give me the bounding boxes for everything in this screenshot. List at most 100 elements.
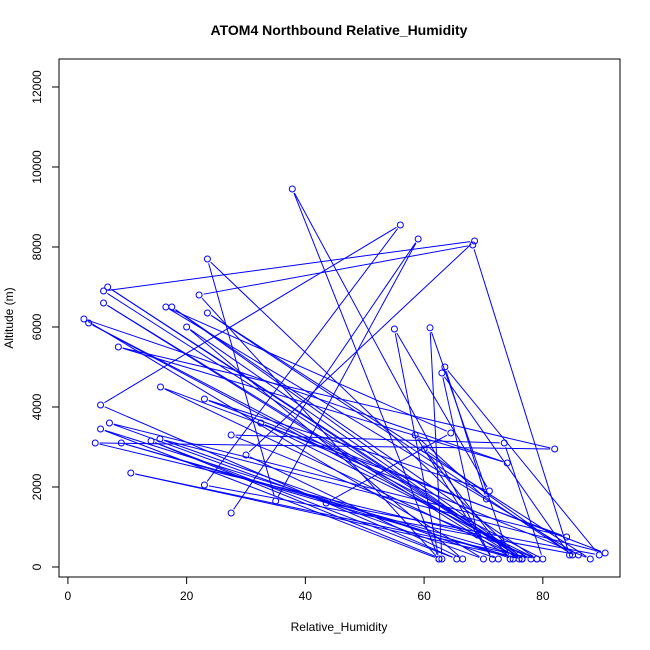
series-segment bbox=[277, 242, 417, 498]
data-point bbox=[203, 309, 211, 317]
series-segment bbox=[293, 192, 438, 556]
data-point bbox=[390, 325, 398, 333]
series-segment bbox=[104, 430, 435, 558]
data-point bbox=[459, 555, 467, 563]
data-point bbox=[533, 555, 541, 563]
data-point bbox=[509, 555, 517, 563]
series-segment bbox=[505, 447, 542, 555]
series-segment bbox=[249, 456, 459, 558]
series-segment bbox=[92, 324, 528, 558]
data-point bbox=[426, 324, 434, 332]
data-point bbox=[114, 343, 122, 351]
x-axis: 0 20 40 60 80 bbox=[65, 576, 550, 603]
data-point bbox=[551, 445, 559, 453]
data-point bbox=[104, 283, 112, 291]
data-point bbox=[227, 431, 235, 439]
data-point bbox=[453, 555, 461, 563]
series-segment bbox=[429, 332, 443, 555]
series-segment bbox=[154, 442, 438, 558]
data-point bbox=[117, 439, 125, 447]
y-tick-label: 4000 bbox=[30, 393, 44, 420]
data-point bbox=[471, 237, 479, 245]
data-point bbox=[494, 555, 502, 563]
series-segment bbox=[163, 440, 495, 558]
series-segment bbox=[394, 333, 439, 555]
data-series bbox=[80, 185, 609, 563]
series-segment bbox=[175, 309, 516, 553]
data-point bbox=[195, 291, 203, 299]
series-segment bbox=[210, 261, 520, 557]
y-axis: 0 2000 4000 6000 8000 10000 12000 bbox=[30, 70, 60, 570]
x-axis-label: Relative_Humidity bbox=[291, 620, 388, 634]
data-point bbox=[438, 555, 446, 563]
series-segment bbox=[418, 437, 484, 497]
series-segment bbox=[190, 329, 519, 557]
series-segment bbox=[92, 324, 540, 558]
data-point bbox=[479, 555, 487, 563]
data-point bbox=[527, 555, 535, 563]
data-point bbox=[100, 299, 108, 307]
series-segment bbox=[442, 377, 478, 531]
x-tick-label: 20 bbox=[180, 589, 194, 603]
series-segment bbox=[208, 400, 602, 552]
data-point bbox=[441, 363, 449, 371]
series-segment bbox=[208, 399, 486, 491]
series-segment bbox=[233, 242, 417, 510]
data-point bbox=[485, 487, 493, 495]
series-segment bbox=[125, 443, 527, 559]
data-point bbox=[474, 531, 482, 539]
y-tick-label: 2000 bbox=[30, 473, 44, 500]
data-point bbox=[203, 255, 211, 263]
series-segment bbox=[107, 241, 471, 291]
series-segment bbox=[210, 315, 587, 557]
series-segment bbox=[447, 370, 597, 552]
series-layer bbox=[80, 185, 609, 563]
series-segment bbox=[264, 424, 534, 558]
series-segment bbox=[473, 249, 569, 551]
data-point bbox=[147, 437, 155, 445]
data-point bbox=[272, 497, 280, 505]
series-segment bbox=[104, 226, 397, 404]
series-segment bbox=[164, 439, 601, 553]
series-segment bbox=[206, 228, 399, 482]
series-segment bbox=[248, 243, 472, 453]
y-tick-label: 0 bbox=[30, 563, 44, 570]
data-point bbox=[127, 469, 135, 477]
data-point bbox=[242, 451, 250, 459]
series-segment bbox=[396, 332, 488, 488]
data-point bbox=[162, 303, 170, 311]
series-segment bbox=[104, 406, 453, 558]
data-point bbox=[183, 323, 191, 331]
data-point bbox=[435, 555, 443, 563]
data-point bbox=[518, 555, 526, 563]
series-segment bbox=[208, 263, 275, 497]
data-point bbox=[482, 495, 490, 503]
data-point bbox=[411, 431, 419, 439]
series-segment bbox=[235, 434, 500, 444]
data-point bbox=[539, 555, 547, 563]
data-point bbox=[569, 551, 577, 559]
series-segment bbox=[294, 192, 491, 556]
data-point bbox=[91, 439, 99, 447]
series-segment bbox=[88, 319, 504, 463]
data-point bbox=[156, 435, 164, 443]
data-point bbox=[503, 459, 511, 467]
x-tick-label: 0 bbox=[65, 589, 72, 603]
data-point bbox=[80, 315, 88, 323]
data-point bbox=[601, 549, 609, 557]
plot-frame bbox=[58, 58, 621, 578]
data-point bbox=[563, 533, 571, 541]
x-tick-label: 40 bbox=[299, 589, 313, 603]
series-segment bbox=[444, 376, 568, 552]
data-point bbox=[200, 481, 208, 489]
y-tick-label: 6000 bbox=[30, 313, 44, 340]
data-point bbox=[322, 499, 330, 507]
series-segment bbox=[107, 304, 516, 558]
data-point bbox=[200, 395, 208, 403]
data-point bbox=[85, 319, 93, 327]
data-point bbox=[595, 551, 603, 559]
data-point bbox=[500, 439, 508, 447]
x-tick-label: 80 bbox=[536, 589, 550, 603]
data-point bbox=[396, 221, 404, 229]
